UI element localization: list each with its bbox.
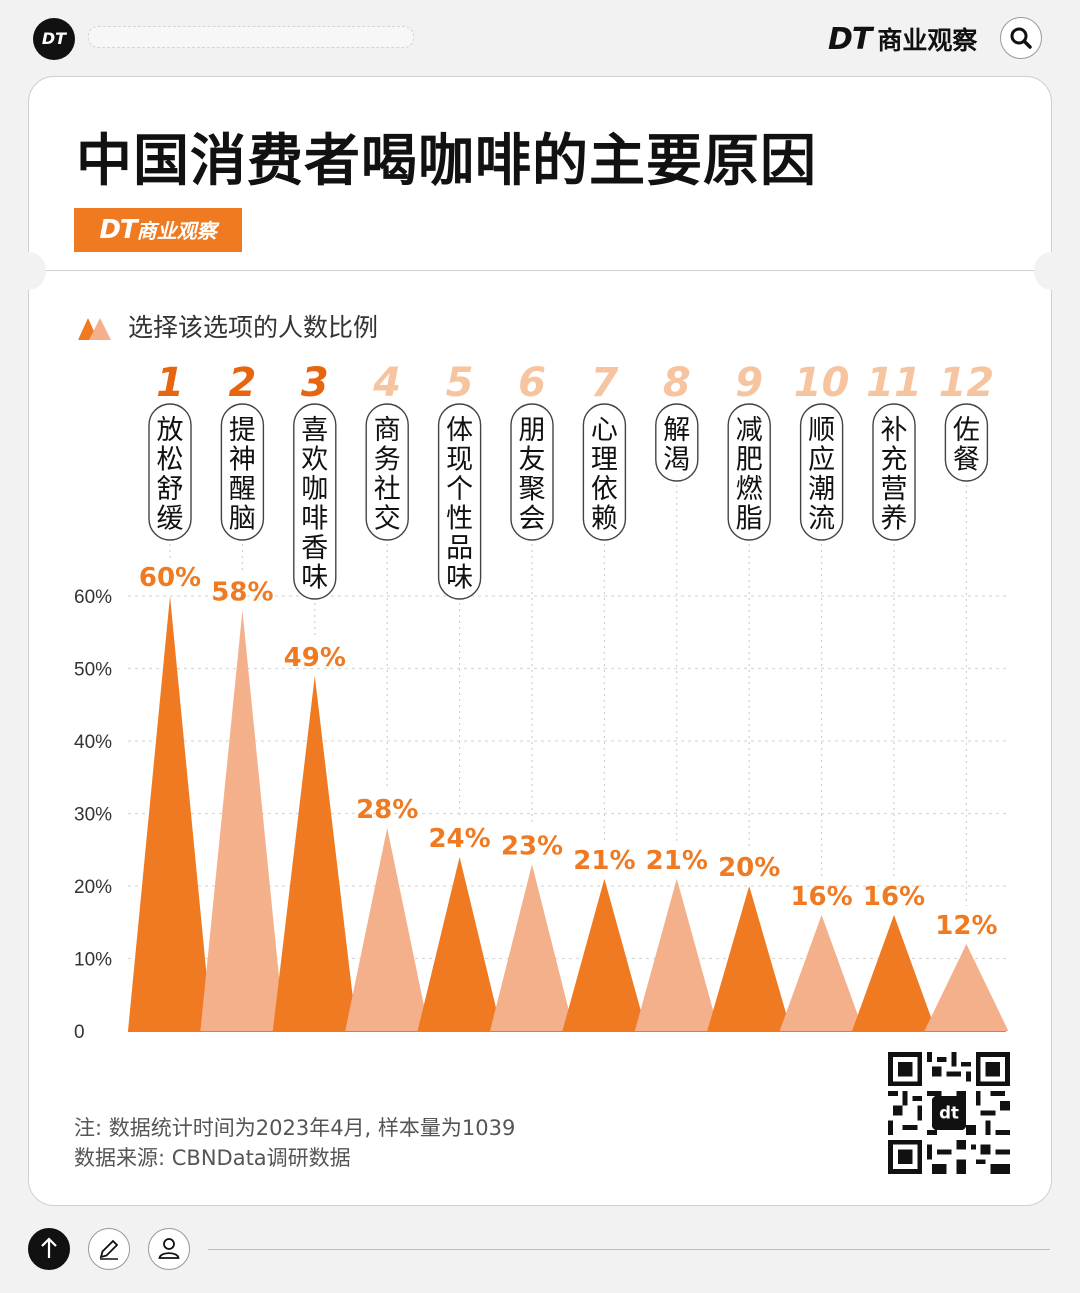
y-tick-label: 20% <box>74 877 112 898</box>
chart-legend: 选择该选项的人数比例 <box>74 310 378 346</box>
y-tick-label: 0 <box>74 1022 85 1043</box>
category-pill <box>365 403 409 541</box>
category-label: 提神醒脑 <box>229 415 256 535</box>
card-notch-right <box>1034 252 1068 290</box>
category-label: 减肥燃脂 <box>736 415 763 535</box>
svg-text:dt: dt <box>939 1103 959 1122</box>
peak-mark <box>417 857 502 1031</box>
rank-number: 12 <box>939 360 995 406</box>
qr-code[interactable]: dt <box>888 1052 1010 1174</box>
rank-number: 2 <box>228 360 256 406</box>
bottom-divider <box>208 1249 1050 1250</box>
category-pill <box>293 403 337 600</box>
y-tick-label: 30% <box>74 805 112 826</box>
pencil-icon <box>99 1239 119 1260</box>
rank-number: 8 <box>663 360 691 406</box>
value-label: 23% <box>501 831 563 861</box>
category-pill <box>582 403 627 541</box>
rank-number: 9 <box>735 360 763 406</box>
search-button[interactable] <box>1000 17 1042 59</box>
back-to-top-button[interactable] <box>28 1228 70 1270</box>
brand-tag-dt: DT <box>99 215 137 245</box>
rank-number: 11 <box>866 360 922 406</box>
rank-number: 10 <box>794 360 850 406</box>
peak-mark <box>562 878 647 1031</box>
category-pill <box>220 403 265 541</box>
y-tick-label: 60% <box>74 587 112 608</box>
top-search-pill[interactable] <box>88 26 414 48</box>
profile-button[interactable] <box>148 1228 190 1270</box>
brand-tag: DT商业观察 <box>74 208 242 252</box>
category-label: 朋友聚会 <box>519 415 546 535</box>
category-pill <box>148 403 192 541</box>
value-label: 28% <box>356 795 418 825</box>
category-label: 商务社交 <box>374 415 401 535</box>
brand-dt: DT <box>828 22 872 57</box>
brand-header: DT 商业观察 <box>828 22 977 58</box>
peak-mark <box>345 828 430 1031</box>
peak-mark <box>852 915 936 1031</box>
y-tick-label: 50% <box>74 660 112 681</box>
category-label: 体现个性品味 <box>446 415 473 594</box>
value-label: 58% <box>211 578 273 608</box>
rank-number: 3 <box>301 360 329 406</box>
value-label: 16% <box>790 882 852 912</box>
peak-mark <box>779 915 864 1031</box>
value-label: 49% <box>284 643 346 673</box>
top-bar: DT DT 商业观察 <box>0 0 1080 78</box>
card-divider <box>28 270 1052 271</box>
category-label: 佐餐 <box>953 415 980 476</box>
category-label: 补充营养 <box>881 415 908 535</box>
y-tick-label: 40% <box>74 732 112 753</box>
peak-mark <box>490 864 574 1031</box>
category-pill <box>437 403 482 600</box>
footnote-source: 数据来源: CBNData调研数据 <box>74 1146 351 1170</box>
y-tick-label: 10% <box>74 950 112 971</box>
value-label: 16% <box>863 882 925 912</box>
peak-mark <box>200 610 285 1031</box>
page-title: 中国消费者喝咖啡的主要原因 <box>76 129 817 194</box>
brand-tag-name: 商业观察 <box>136 219 217 243</box>
category-pill <box>727 403 771 541</box>
dt-logo[interactable]: DT <box>33 18 75 60</box>
category-pill <box>872 403 916 541</box>
category-label: 顺应潮流 <box>808 415 835 535</box>
category-pill <box>799 403 844 541</box>
rank-number: 4 <box>372 360 401 406</box>
peak-mark <box>924 944 1009 1031</box>
category-pill <box>510 403 554 541</box>
card-notch-left <box>12 252 46 290</box>
brand-name: 商业观察 <box>877 26 978 55</box>
category-label: 放松舒缓 <box>157 415 184 535</box>
edit-button[interactable] <box>88 1228 130 1270</box>
rank-number: 7 <box>590 360 618 406</box>
arrow-up-icon <box>41 1237 57 1258</box>
peak-mark <box>634 878 719 1031</box>
value-label: 12% <box>935 911 997 941</box>
peak-mark <box>128 596 212 1031</box>
value-label: 21% <box>573 846 635 876</box>
rank-number: 6 <box>518 360 546 406</box>
category-pill <box>944 403 989 482</box>
category-label: 心理依赖 <box>591 415 618 535</box>
value-label: 20% <box>718 853 780 883</box>
search-icon <box>1010 27 1032 49</box>
category-label: 解渴 <box>663 415 690 476</box>
value-label: 24% <box>428 824 490 854</box>
value-label: 60% <box>139 563 201 593</box>
rank-number: 1 <box>156 360 184 406</box>
peak-mark <box>272 675 357 1031</box>
legend-triangles-icon <box>78 318 111 340</box>
value-label: 21% <box>646 846 708 876</box>
user-icon <box>158 1238 180 1259</box>
footnote-sample: 注: 数据统计时间为2023年4月, 样本量为1039 <box>74 1116 516 1140</box>
peak-mark <box>707 886 792 1031</box>
footnote: 注: 数据统计时间为2023年4月, 样本量为1039 数据来源: CBNDat… <box>74 1113 515 1173</box>
legend-label: 选择该选项的人数比例 <box>128 313 379 342</box>
category-label: 喜欢咖啡香味 <box>301 415 328 594</box>
rank-number: 5 <box>446 360 474 406</box>
category-pill <box>655 403 699 482</box>
